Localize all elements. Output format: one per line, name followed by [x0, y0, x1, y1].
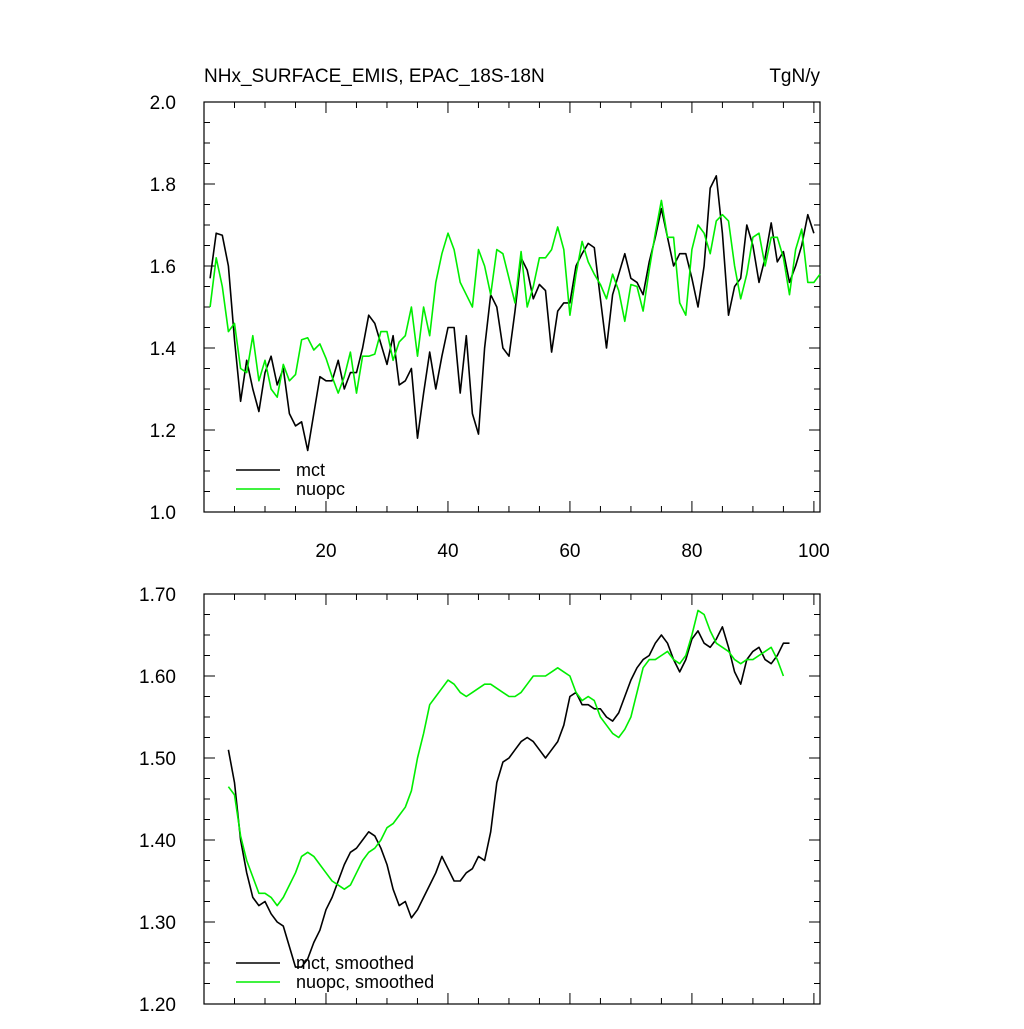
x-tick-label: 80 [681, 541, 702, 562]
plot-frame [203, 593, 821, 1005]
y-tick-label: 2.0 [150, 93, 176, 114]
y-tick-label: 1.4 [150, 339, 177, 360]
y-tick-label: 1.6 [150, 257, 176, 278]
y-tick-label: 1.40 [139, 831, 176, 852]
y-tick-label: 1.50 [139, 749, 176, 770]
x-tick-label: 20 [315, 541, 336, 562]
series-line-mct-smoothed [227, 625, 790, 968]
series-line-nuopc [209, 199, 821, 399]
y-tick-label: 1.8 [150, 175, 176, 196]
panel-2: 1.20 1.30 1.40 1.50 1.60 1.70 mct, smoothednuo… [139, 585, 821, 1016]
y-tick-label: 1.70 [139, 585, 176, 606]
y-tick-label: 1.20 [139, 995, 176, 1016]
legend-label: nuopc [296, 479, 345, 499]
chart-title: NHx_SURFACE_EMIS, EPAC_18S-18N [204, 66, 545, 87]
y-tick-label: 1.60 [139, 667, 176, 688]
legend-label: nuopc, smoothed [296, 972, 434, 992]
y-tick-label: 1.30 [139, 913, 176, 934]
units-label: TgN/y [769, 66, 820, 87]
series-line-nuopc-smoothed [227, 609, 785, 907]
legend-label: mct, smoothed [296, 953, 414, 973]
legend-label: mct [296, 460, 325, 480]
series-line-mct [209, 175, 815, 452]
x-tick-label: 60 [559, 541, 580, 562]
x-tick-label: 40 [437, 541, 458, 562]
y-tick-label: 1.2 [150, 421, 176, 442]
x-tick-label: 100 [798, 541, 830, 562]
y-tick-label: 1.0 [150, 503, 176, 524]
